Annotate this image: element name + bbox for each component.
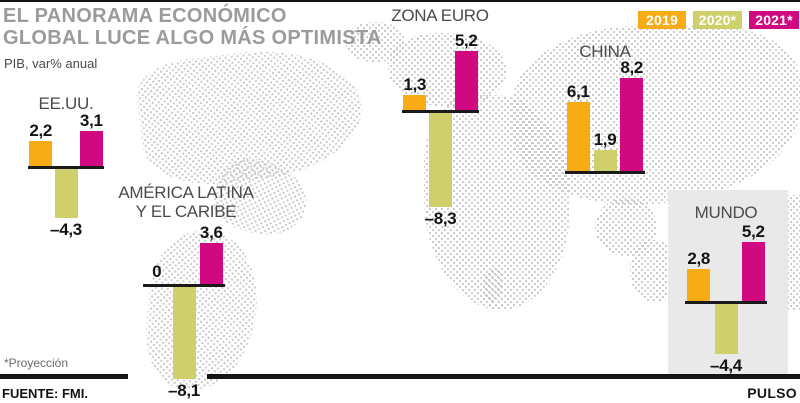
value-label-2021*-AMÉRICA LATINA Y EL CARIBE: 3,6	[199, 223, 223, 242]
bar-2021*-EE.UU.	[79, 131, 103, 166]
bottom-rule-right	[207, 374, 800, 379]
bar-2020*-CHINA	[593, 150, 617, 171]
chart-subtitle: PIB, var% anual	[4, 56, 98, 71]
legend-item-2020: 2020*	[693, 11, 742, 29]
bar-2021*-MUNDO	[741, 242, 765, 301]
axis-baseline-ZONA EURO	[402, 110, 479, 113]
group-title-eeuu: EE.UU.	[38, 94, 94, 113]
axis-baseline-CHINA	[565, 171, 645, 174]
bar-2020*-ZONA EURO	[429, 113, 452, 207]
world-map-dots-asia	[512, 26, 800, 204]
value-label-2019-EE.UU.: 2,2	[29, 121, 53, 140]
value-label-2019-MUNDO: 2,8	[687, 249, 711, 268]
bar-2020*-EE.UU.	[54, 169, 78, 218]
value-label-2020*-CHINA: 1,9	[593, 130, 617, 149]
group-title-china: CHINA	[579, 42, 631, 61]
value-label-2021*-EE.UU.: 3,1	[79, 111, 103, 130]
axis-baseline-EE.UU.	[28, 166, 104, 169]
projection-footnote: *Proyección	[4, 356, 69, 370]
group-title-zona-euro: ZONA EURO	[391, 6, 489, 25]
top-rule	[0, 0, 800, 2]
bar-2021*-ZONA EURO	[454, 51, 478, 110]
value-label-2020*-MUNDO: –4,4	[710, 356, 742, 375]
group-title-america-latina-line2: Y EL CARIBE	[135, 202, 237, 221]
bar-2019-ZONA EURO	[403, 95, 427, 110]
bar-2020*-AMÉRICA LATINA Y EL CARIBE	[172, 287, 196, 379]
value-label-2019-AMÉRICA LATINA Y EL CARIBE: 0	[152, 262, 162, 281]
world-map-dots-madagascar	[483, 268, 503, 302]
bar-2019-CHINA	[566, 102, 590, 171]
world-map-dots-europe	[388, 33, 506, 107]
bar-2021*-CHINA	[620, 78, 644, 171]
value-label-2019-ZONA EURO: 1,3	[403, 75, 427, 94]
page-title-line2: GLOBAL LUCE ALGO MÁS OPTIMISTA	[3, 27, 382, 49]
brand-logo: PULSO	[747, 385, 797, 401]
group-title-america-latina-line1: AMÉRICA LATINA	[118, 183, 254, 202]
bar-2020*-MUNDO	[714, 304, 738, 354]
group-title-america-latina: AMÉRICA LATINA Y EL CARIBE	[116, 183, 256, 221]
legend-item-2019: 2019	[638, 11, 686, 29]
value-label-2020*-ZONA EURO: –8,3	[424, 209, 457, 228]
legend-item-2021: 2021*	[749, 11, 799, 29]
page-title: EL PANORAMA ECONÓMICO GLOBAL LUCE ALGO M…	[3, 5, 382, 49]
bar-2021*-AMÉRICA LATINA Y EL CARIBE	[199, 243, 223, 284]
bar-2019-MUNDO	[687, 269, 711, 301]
value-label-2019-CHINA: 6,1	[566, 82, 590, 101]
value-label-2021*-ZONA EURO: 5,2	[454, 31, 478, 50]
page-title-line1: EL PANORAMA ECONÓMICO	[3, 5, 287, 27]
bottom-rule-left	[0, 374, 128, 379]
axis-baseline-AMÉRICA LATINA Y EL CARIBE	[143, 284, 225, 287]
value-label-2021*-CHINA: 8,2	[620, 58, 644, 77]
bar-2019-EE.UU.	[29, 141, 53, 166]
source-credit: FUENTE: FMI.	[2, 386, 88, 401]
axis-baseline-MUNDO	[685, 301, 767, 304]
value-label-2020*-AMÉRICA LATINA Y EL CARIBE: –8,1	[168, 381, 200, 400]
value-label-2021*-MUNDO: 5,2	[741, 222, 765, 241]
value-label-2020*-EE.UU.: –4,3	[50, 220, 82, 239]
group-title-mundo: MUNDO	[694, 203, 758, 222]
